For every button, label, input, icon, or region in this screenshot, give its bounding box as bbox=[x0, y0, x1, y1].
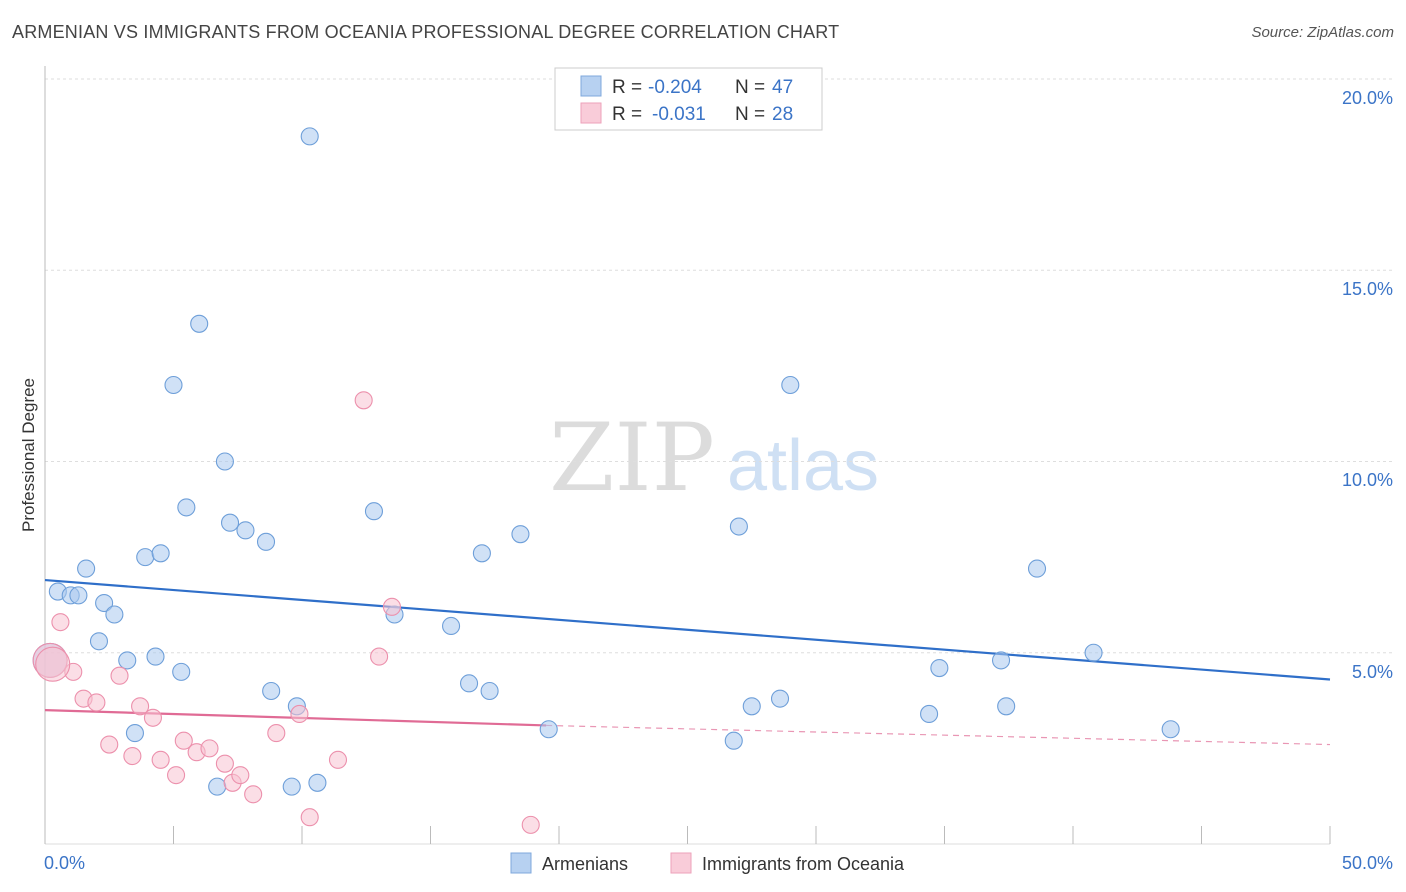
legend-r-value-0: -0.204 bbox=[648, 77, 702, 98]
point-0-35 bbox=[724, 731, 743, 750]
point-0-9 bbox=[125, 724, 144, 743]
point-0-23 bbox=[282, 777, 301, 796]
point-0-25 bbox=[300, 127, 319, 146]
point-0-38 bbox=[770, 689, 790, 708]
point-0-43 bbox=[997, 697, 1016, 716]
point-1-19 bbox=[267, 724, 286, 743]
point-0-14 bbox=[172, 662, 191, 681]
point-0-45 bbox=[1084, 643, 1103, 662]
legend-r-value-1: -0.031 bbox=[652, 104, 706, 125]
point-1-22 bbox=[328, 750, 348, 769]
legend-n-value-1: 28 bbox=[772, 104, 793, 125]
point-0-26 bbox=[308, 773, 327, 792]
watermark-zip: ZIP bbox=[549, 404, 715, 513]
correlation-legend: R = -0.204 N = 47 R = -0.031 N = 28 bbox=[554, 67, 823, 131]
point-0-36 bbox=[729, 517, 748, 536]
point-0-22 bbox=[262, 681, 281, 701]
point-0-8 bbox=[118, 651, 137, 670]
point-0-32 bbox=[480, 681, 499, 701]
point-0-11 bbox=[146, 647, 165, 666]
point-1-11 bbox=[167, 766, 186, 785]
point-1-1 bbox=[51, 613, 70, 632]
legend-r-label-1: R = bbox=[612, 104, 642, 125]
point-0-6 bbox=[95, 593, 114, 613]
y-tick-label-5: 5.0% bbox=[1352, 662, 1393, 682]
point-0-29 bbox=[442, 616, 461, 636]
point-0-7 bbox=[105, 605, 124, 624]
point-1-23 bbox=[354, 391, 373, 410]
point-1-4 bbox=[87, 693, 106, 712]
point-1-6 bbox=[110, 666, 129, 685]
legend-n-value-0: 47 bbox=[772, 77, 793, 98]
series-legend-label-oceania: Immigrants from Oceania bbox=[702, 854, 905, 874]
point-1-9 bbox=[143, 708, 162, 727]
trend-line-dashed-1 bbox=[546, 724, 1331, 746]
point-0-12 bbox=[151, 544, 170, 563]
x-tick-label-min: 0.0% bbox=[44, 853, 85, 873]
data-points bbox=[32, 127, 1180, 834]
point-1-17 bbox=[231, 766, 250, 785]
point-0-16 bbox=[190, 314, 209, 333]
point-0-19 bbox=[220, 513, 240, 532]
point-0-18 bbox=[215, 452, 234, 471]
point-1-20 bbox=[290, 704, 309, 724]
point-1-8 bbox=[131, 697, 150, 716]
point-0-20 bbox=[236, 521, 255, 540]
point-0-34 bbox=[539, 720, 558, 739]
series-legend-swatch-armenians bbox=[510, 852, 532, 874]
series-legend-label-armenians: Armenians bbox=[542, 854, 628, 874]
point-1-24 bbox=[370, 647, 389, 666]
point-0-30 bbox=[459, 674, 479, 693]
point-1-15 bbox=[215, 754, 234, 773]
point-1-14 bbox=[200, 739, 219, 758]
legend-r-label-0: R = bbox=[612, 77, 642, 98]
x-tick-label-max: 50.0% bbox=[1342, 853, 1393, 873]
point-0-41 bbox=[930, 658, 949, 678]
point-0-46 bbox=[1161, 720, 1180, 739]
point-0-3 bbox=[69, 586, 88, 605]
trend-line-0 bbox=[44, 578, 1331, 681]
source-label: Source: ZipAtlas.com bbox=[1251, 24, 1394, 41]
point-0-42 bbox=[991, 651, 1011, 670]
point-1-7 bbox=[123, 746, 142, 766]
point-1-25 bbox=[382, 597, 402, 616]
legend-n-label-1: N = bbox=[735, 104, 765, 125]
y-tick-label-20: 20.0% bbox=[1342, 88, 1393, 108]
point-0-13 bbox=[164, 375, 183, 395]
point-0-4 bbox=[77, 559, 96, 578]
point-0-44 bbox=[1027, 559, 1047, 578]
point-1-10 bbox=[151, 750, 170, 769]
series-legend: Armenians Immigrants from Oceania bbox=[510, 852, 905, 874]
point-0-15 bbox=[177, 498, 196, 517]
watermark-atlas: atlas bbox=[727, 426, 879, 506]
y-tick-label-15: 15.0% bbox=[1342, 279, 1393, 299]
point-0-31 bbox=[472, 544, 491, 563]
point-0-10 bbox=[136, 548, 155, 567]
point-0-21 bbox=[256, 532, 276, 551]
point-1-5 bbox=[100, 735, 119, 754]
point-0-17 bbox=[208, 777, 227, 796]
point-0-39 bbox=[781, 375, 800, 395]
point-1-27 bbox=[35, 646, 71, 682]
chart-title: ARMENIAN VS IMMIGRANTS FROM OCEANIA PROF… bbox=[12, 22, 840, 42]
legend-swatch-armenians bbox=[580, 75, 602, 97]
point-0-5 bbox=[89, 632, 109, 651]
point-0-33 bbox=[511, 525, 530, 544]
point-1-21 bbox=[300, 808, 319, 827]
point-1-12 bbox=[174, 731, 193, 750]
trend-lines bbox=[44, 578, 1331, 746]
grid-lines bbox=[45, 78, 1393, 654]
point-0-37 bbox=[742, 697, 761, 716]
point-0-40 bbox=[920, 704, 939, 724]
point-1-26 bbox=[521, 815, 540, 834]
series-legend-swatch-oceania bbox=[670, 852, 692, 874]
legend-n-label-0: N = bbox=[735, 77, 765, 98]
point-0-27 bbox=[364, 502, 384, 521]
y-tick-label-10: 10.0% bbox=[1342, 470, 1393, 490]
y-axis-label: Professional Degree bbox=[19, 378, 38, 532]
point-1-18 bbox=[244, 785, 263, 804]
x-ticks bbox=[44, 826, 1331, 844]
legend-swatch-oceania bbox=[580, 102, 602, 124]
